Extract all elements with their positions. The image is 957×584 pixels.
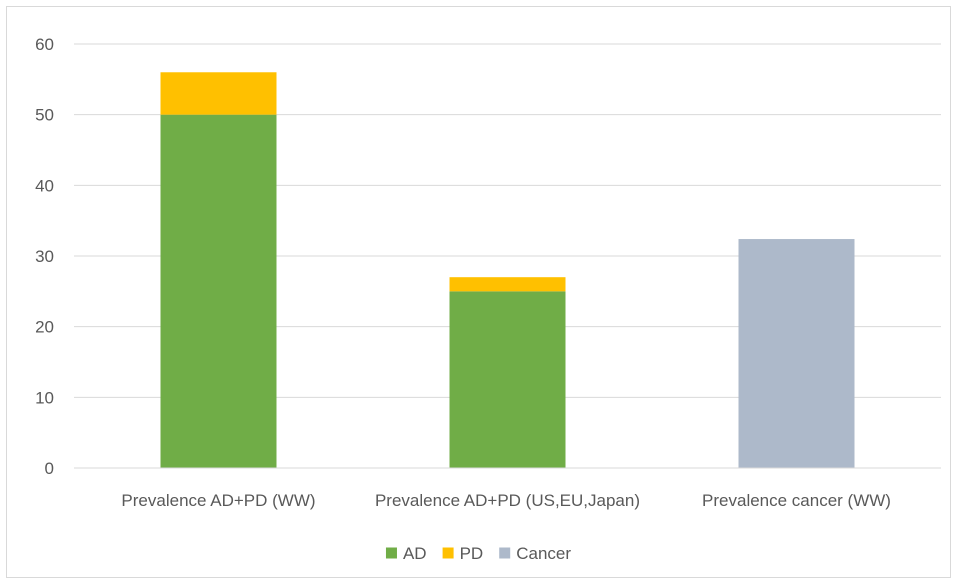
y-tick-label-60: 60: [35, 35, 54, 54]
x-category-label-2: Prevalence AD+PD (US,EU,Japan): [375, 491, 640, 510]
bar-pd-prevalence-ad-pd-ww: [160, 72, 277, 115]
bar-ad-prevalence-ad-pd-ww: [160, 114, 277, 469]
y-tick-label-10: 10: [35, 388, 54, 407]
y-tick-label-40: 40: [35, 176, 54, 195]
bar-pd-prevalence-ad-pd-us-eu-japan: [449, 277, 566, 292]
legend: AD PD Cancer: [385, 544, 571, 563]
category-labels: Prevalence AD+PD (WW) Prevalence AD+PD (U…: [121, 491, 891, 510]
x-category-label-3: Prevalence cancer (WW): [702, 491, 891, 510]
bar-cancer-prevalence-cancer-ww: [738, 239, 855, 468]
legend-swatch-pd: [442, 547, 454, 559]
legend-swatch-ad: [385, 547, 397, 559]
y-tick-label-20: 20: [35, 318, 54, 337]
y-tick-label-0: 0: [45, 459, 54, 478]
y-axis-ticks: 0 10 20 30 40 50 60: [35, 35, 54, 478]
legend-swatch-cancer: [499, 547, 511, 559]
bars: [160, 72, 855, 469]
legend-label-pd: PD: [460, 544, 484, 563]
legend-label-cancer: Cancer: [516, 544, 571, 563]
bar-ad-prevalence-ad-pd-us-eu-japan: [449, 291, 566, 468]
y-tick-label-30: 30: [35, 247, 54, 266]
x-category-label-1: Prevalence AD+PD (WW): [121, 491, 315, 510]
y-tick-label-50: 50: [35, 106, 54, 125]
legend-label-ad: AD: [403, 544, 427, 563]
